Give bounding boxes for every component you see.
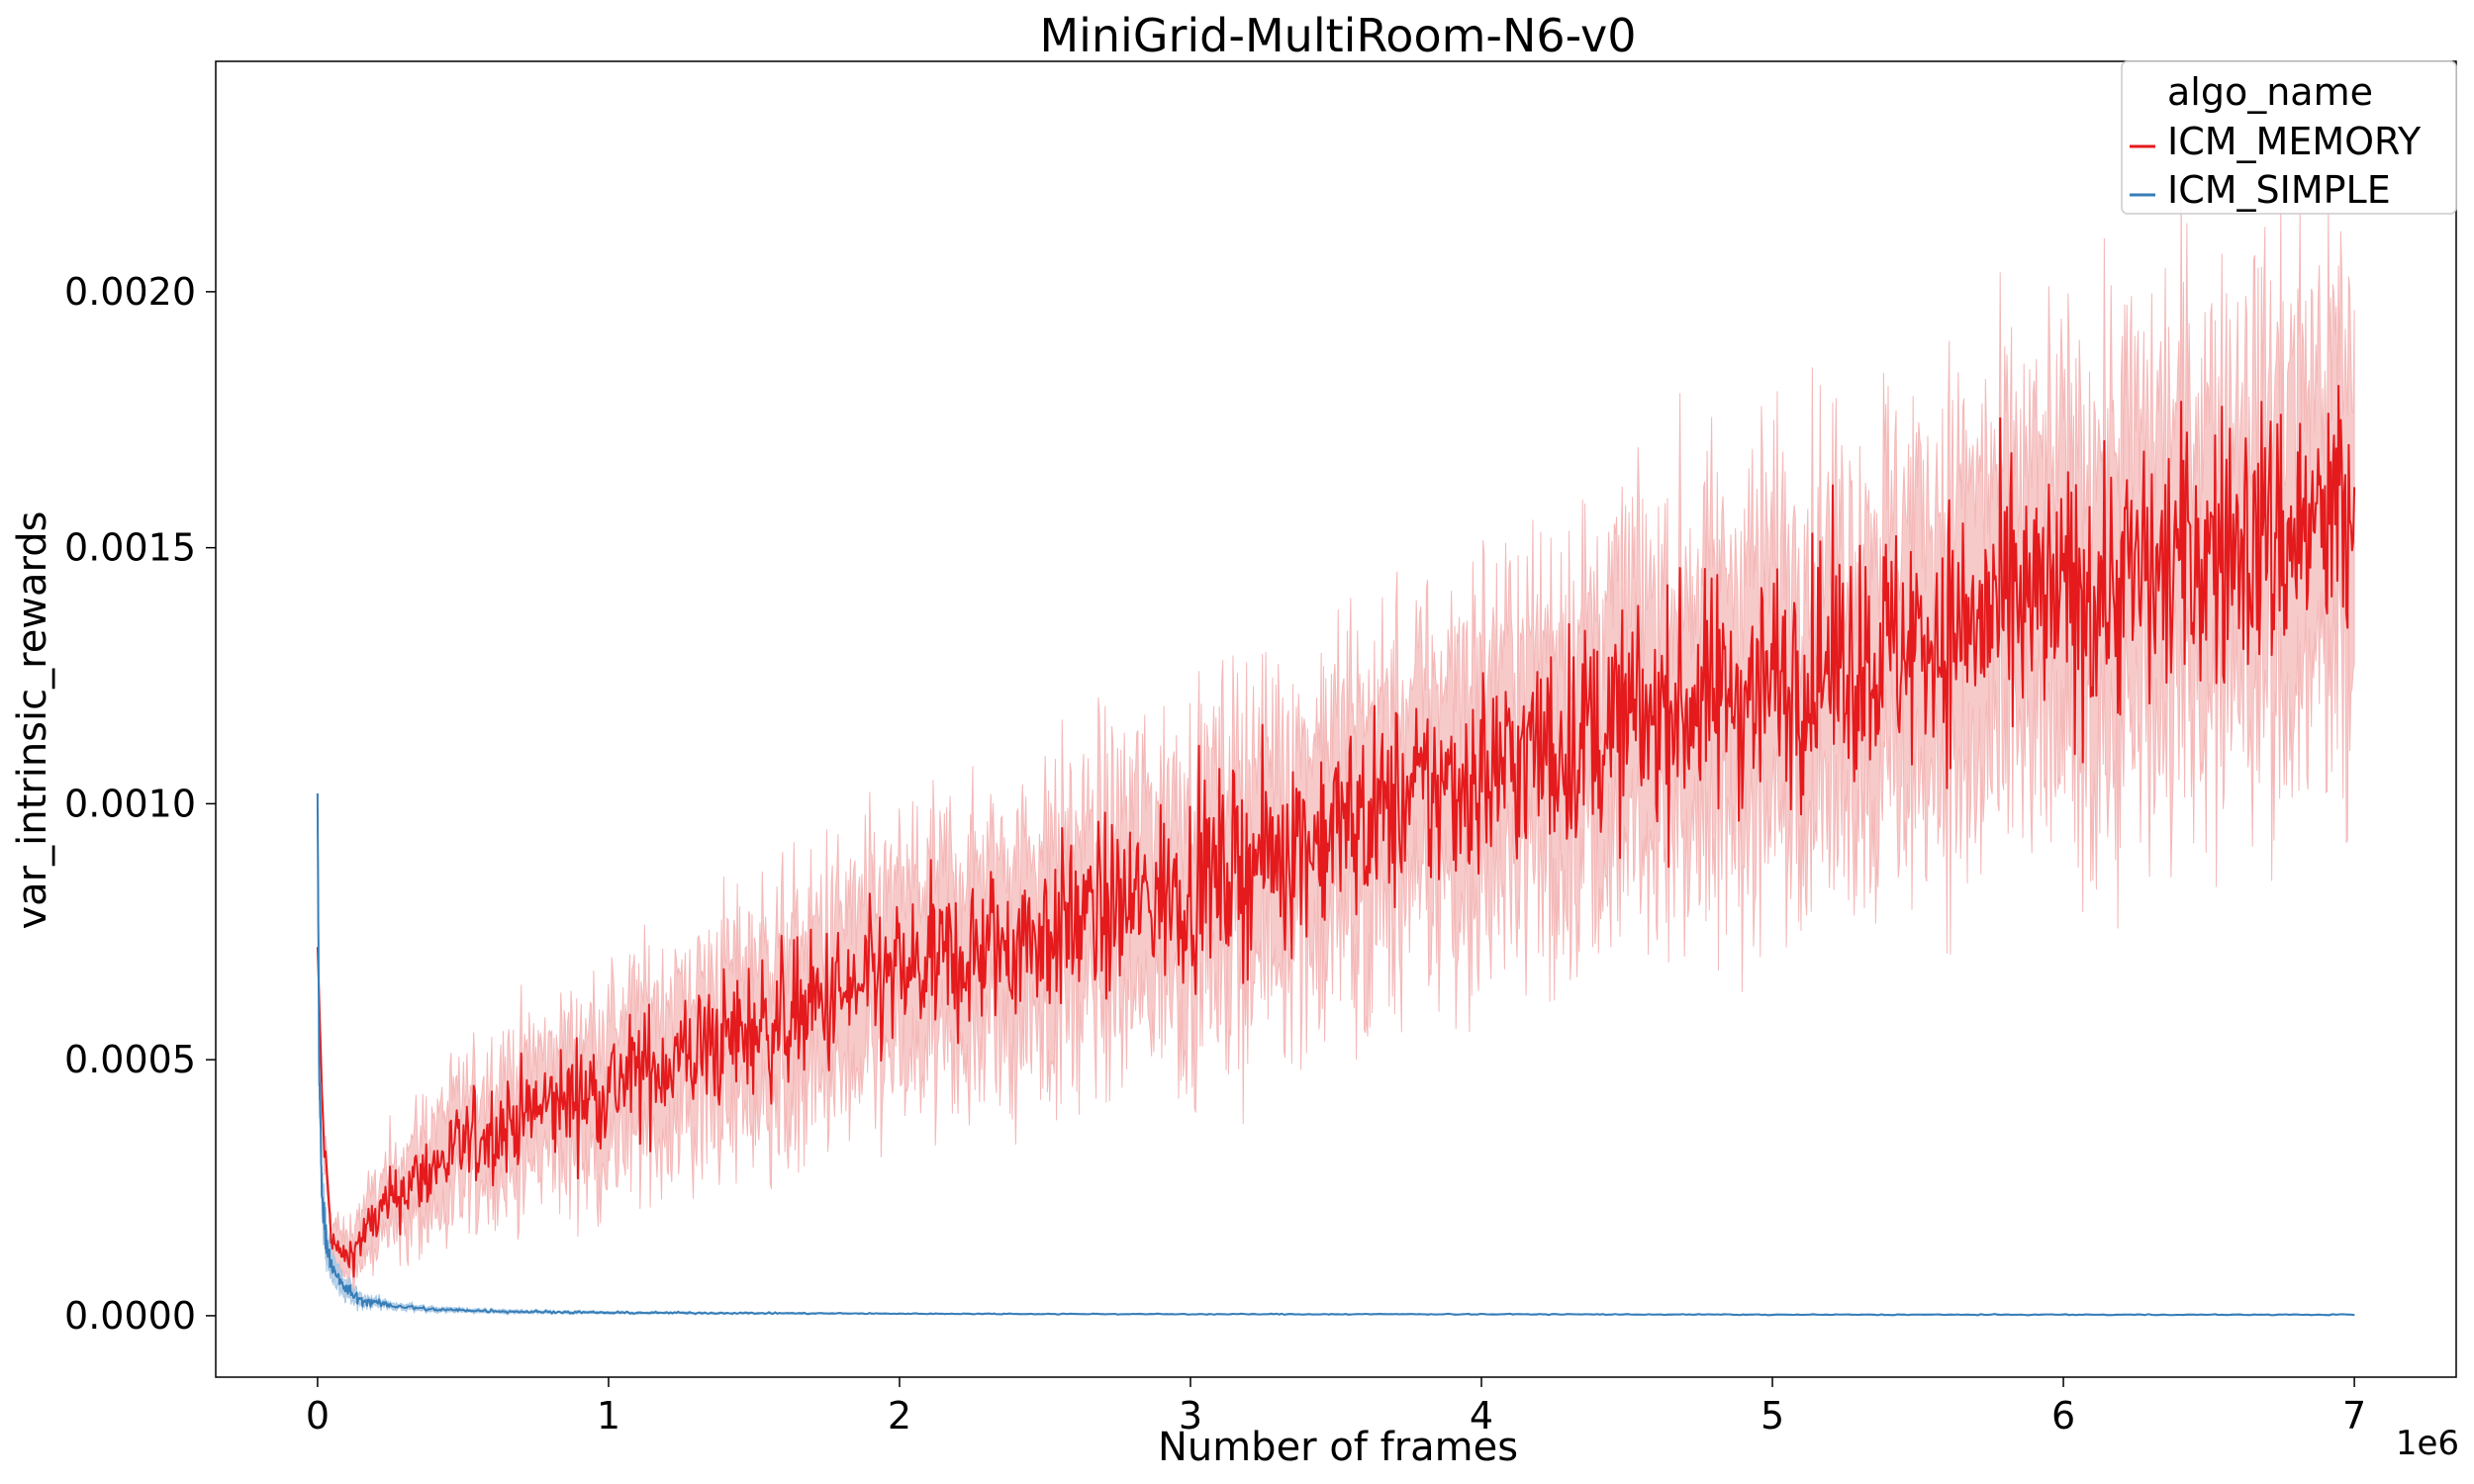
y-axis: 0.0000 0.0005 0.0010 0.0015 0.0020 [64,270,216,1338]
y-tick-label: 0.0020 [64,270,196,314]
series-icm-simple [316,793,2355,1317]
confidence-band-icm-memory [317,182,2355,1306]
chart-title: MiniGrid-MultiRoom-N6-v0 [1039,9,1636,62]
series-icm-memory [316,182,2356,1306]
legend-title: algo_name [2167,70,2373,114]
x-tick-label: 5 [1760,1394,1784,1438]
x-axis-offset-label: 1e6 [2396,1424,2459,1463]
x-tick-label: 6 [2051,1394,2075,1438]
x-tick-label: 2 [888,1394,911,1438]
y-tick-label: 0.0005 [64,1038,196,1081]
y-tick-label: 0.0015 [64,526,196,570]
x-tick-label: 4 [1470,1394,1493,1438]
y-tick-label: 0.0000 [64,1294,196,1338]
x-tick-label: 1 [597,1394,620,1438]
x-axis-title: Number of frames [1158,1425,1518,1470]
x-tick-label: 0 [306,1394,330,1438]
x-tick-label: 3 [1179,1394,1202,1438]
legend-label-icm-memory: ICM_MEMORY [2167,120,2422,163]
plot-frame [215,60,2457,1378]
legend-label-icm-simple: ICM_SIMPLE [2167,168,2391,212]
x-tick-label: 7 [2342,1394,2366,1438]
y-tick-label: 0.0010 [64,782,196,825]
line-icm-simple [316,793,2355,1317]
y-axis-title: var_intrinsic_rewards [10,510,55,929]
plot-area [316,182,2356,1317]
legend-box [2121,60,2457,215]
x-axis: 0 1 2 3 4 5 6 7 [306,1377,2366,1438]
line-icm-memory [316,385,2356,1278]
legend: algo_name ICM_MEMORY ICM_SIMPLE [2121,60,2457,215]
